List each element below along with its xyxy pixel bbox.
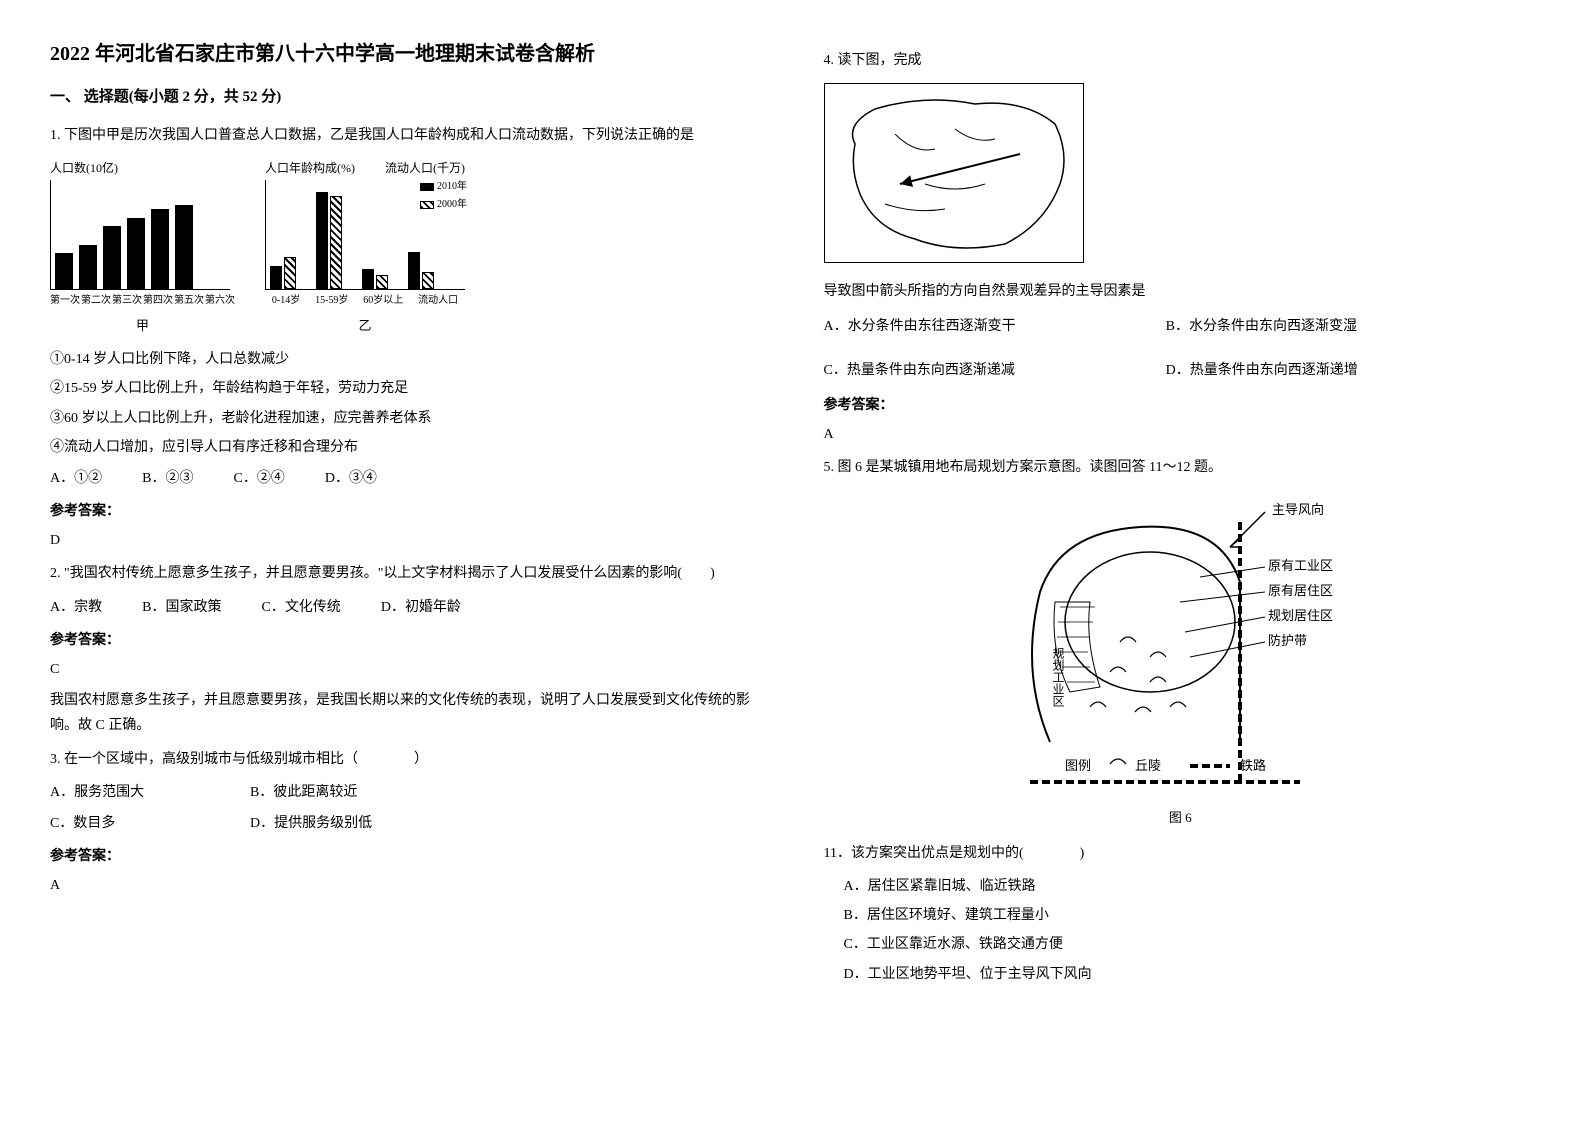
legend-swatch-b xyxy=(420,201,434,209)
chart-b-bars: 2010年 2000年 xyxy=(265,180,465,290)
chart-b-yleft-label: 人口年龄构成(%) xyxy=(265,158,355,180)
q1-stmt-4: ④流动人口增加，应引导人口有序迁移和合理分布 xyxy=(50,435,764,460)
q2-opt-a: A．宗教 xyxy=(50,595,102,620)
chart-b-group-3 xyxy=(408,252,434,289)
town-plan-icon: 主导风向 原有工业区 原有居住区 规划居住区 防护带 规划工业区 图例 丘陵 铁… xyxy=(1000,492,1360,792)
q1-opt-a: A．①② xyxy=(50,466,102,491)
chart-a-bar-5 xyxy=(175,205,193,289)
q4-options-right: B．水分条件由东向西逐渐变湿 D．热量条件由东向西逐渐递增 xyxy=(1166,314,1358,382)
q3-opt-b: B．彼此距离较近 xyxy=(250,780,357,805)
section-heading: 一、 选择题(每小题 2 分，共 52 分) xyxy=(50,84,764,111)
q4-opt-a: A．水分条件由东往西逐渐变干 xyxy=(824,314,1016,339)
chart-b-x-labels: 0-14岁15-59岁60岁以上流动人口 xyxy=(265,292,465,310)
q3-answer-label: 参考答案： xyxy=(50,844,764,869)
chart-b-caption: 乙 xyxy=(265,314,465,337)
q1-chart-b: 人口年龄构成(%) 流动人口(千万) 2010年 2000年 0-14岁15-5… xyxy=(265,158,465,337)
q5-opt-c: C．工业区靠近水源、铁路交通方便 xyxy=(824,932,1538,957)
legend-row-2000: 2000年 xyxy=(420,196,467,214)
chart-b-yright-label: 流动人口(千万) xyxy=(385,158,465,180)
q3-answer: A xyxy=(50,873,764,898)
q4-options-left: A．水分条件由东往西逐渐变干 C．热量条件由东向西逐渐递减 xyxy=(824,314,1016,382)
q4-opt-d: D．热量条件由东向西逐渐递增 xyxy=(1166,358,1358,383)
legend-row-2010: 2010年 xyxy=(420,178,467,196)
q2-options: A．宗教 B．国家政策 C．文化传统 D．初婚年龄 xyxy=(50,595,764,620)
q5-options: A．居住区紧靠旧城、临近铁路 B．居住区环境好、建筑工程量小 C．工业区靠近水源… xyxy=(824,874,1538,987)
q4-options: A．水分条件由东往西逐渐变干 C．热量条件由东向西逐渐递减 B．水分条件由东向西… xyxy=(824,314,1538,382)
q1-stem: 1. 下图中甲是历次我国人口普查总人口数据，乙是我国人口年龄构成和人口流动数据，… xyxy=(50,123,764,148)
chart-b-group-0 xyxy=(270,257,296,288)
q2-opt-b: B．国家政策 xyxy=(142,595,221,620)
q5-opt-b: B．居住区环境好、建筑工程量小 xyxy=(824,903,1538,928)
q2-stem: 2. "我国农村传统上愿意多生孩子，并且愿意要男孩。"以上文字材料揭示了人口发展… xyxy=(50,561,764,586)
q1-stmt-1: ①0-14 岁人口比例下降，人口总数减少 xyxy=(50,347,764,372)
q4-map xyxy=(824,83,1084,263)
q1-opt-c: C．②④ xyxy=(233,466,284,491)
q1-stmt-3: ③60 岁以上人口比例上升，老龄化进程加速，应完善养老体系 xyxy=(50,406,764,431)
chart-a-bar-1 xyxy=(79,245,97,289)
q5-stem: 5. 图 6 是某城镇用地布局规划方案示意图。读图回答 11～12 题。 xyxy=(824,455,1538,480)
legend-swatch-a xyxy=(420,183,434,191)
q2-opt-d: D．初婚年龄 xyxy=(381,595,461,620)
q1-opt-d: D．③④ xyxy=(325,466,377,491)
industry-plan-label: 规划工业区 xyxy=(1051,646,1065,707)
q1-options: A．①② B．②③ C．②④ D．③④ xyxy=(50,466,764,491)
legend-label: 图例 xyxy=(1065,758,1091,773)
q1-answer: D xyxy=(50,528,764,553)
chart-a-caption: 甲 xyxy=(50,314,235,337)
exam-title: 2022 年河北省石家庄市第八十六中学高一地理期末试卷含解析 xyxy=(50,40,764,68)
res-old-label: 原有居住区 xyxy=(1268,583,1333,598)
chart-a-bar-3 xyxy=(127,218,145,289)
q2-answer-label: 参考答案： xyxy=(50,628,764,653)
industry-old-label: 原有工业区 xyxy=(1268,558,1333,573)
q2-answer: C xyxy=(50,657,764,682)
q3-opt-d: D．提供服务级别低 xyxy=(250,811,372,836)
wind-label: 主导风向 xyxy=(1272,502,1324,517)
q5-diagram: 主导风向 原有工业区 原有居住区 规划居住区 防护带 规划工业区 图例 丘陵 铁… xyxy=(1000,492,1360,829)
q1-answer-label: 参考答案： xyxy=(50,499,764,524)
q4-answer-label: 参考答案： xyxy=(824,393,1538,418)
q5-opt-d: D．工业区地势平坦、位于主导风下风向 xyxy=(824,962,1538,987)
q1-chart-a: 人口数(10亿) 第一次第二次第三次第四次第五次第六次 甲 xyxy=(50,158,235,337)
q2-opt-c: C．文化传统 xyxy=(261,595,340,620)
res-plan-label: 规划居住区 xyxy=(1268,608,1333,623)
q4-stem: 4. 读下图，完成 xyxy=(824,48,1538,73)
q3-opt-a: A．服务范围大 xyxy=(50,780,210,805)
q3-stem: 3. 在一个区域中，高级别城市与低级别城市相比（ ） xyxy=(50,747,764,772)
chart-a-bar-0 xyxy=(55,253,73,289)
right-column: 4. 读下图，完成 导致图中箭头所指的方向自然景观差异的主导因素是 A．水分条件… xyxy=(824,40,1538,1082)
q4-opt-b: B．水分条件由东向西逐渐变湿 xyxy=(1166,314,1358,339)
q1-stmt-2: ②15-59 岁人口比例上升，年龄结构趋于年轻，劳动力充足 xyxy=(50,376,764,401)
q3-options: A．服务范围大 B．彼此距离较近 C．数目多 D．提供服务级别低 xyxy=(50,780,450,836)
q1-figures: 人口数(10亿) 第一次第二次第三次第四次第五次第六次 甲 人口年龄构成(%) … xyxy=(50,158,764,337)
q3-opt-c: C．数目多 xyxy=(50,811,210,836)
china-outline-icon xyxy=(825,84,1085,264)
buffer-label: 防护带 xyxy=(1268,633,1307,648)
q4-substem: 导致图中箭头所指的方向自然景观差异的主导因素是 xyxy=(824,279,1538,304)
hill-label: 丘陵 xyxy=(1135,758,1161,773)
chart-b-group-2 xyxy=(362,269,388,289)
q5-substem: 11．该方案突出优点是规划中的( ) xyxy=(824,841,1538,866)
rail-label: 铁路 xyxy=(1240,758,1266,773)
q4-answer: A xyxy=(824,422,1538,447)
chart-a-x-labels: 第一次第二次第三次第四次第五次第六次 xyxy=(50,292,235,310)
q4-opt-c: C．热量条件由东向西逐渐递减 xyxy=(824,358,1016,383)
q5-opt-a: A．居住区紧靠旧城、临近铁路 xyxy=(824,874,1538,899)
left-column: 2022 年河北省石家庄市第八十六中学高一地理期末试卷含解析 一、 选择题(每小… xyxy=(50,40,764,1082)
chart-b-legend: 2010年 2000年 xyxy=(420,178,467,214)
chart-b-group-1 xyxy=(316,192,342,289)
chart-a-bar-2 xyxy=(103,226,121,289)
q1-opt-b: B．②③ xyxy=(142,466,193,491)
q2-explanation: 我国农村愿意多生孩子，并且愿意要男孩，是我国长期以来的文化传统的表现，说明了人口… xyxy=(50,688,764,738)
chart-a-bar-4 xyxy=(151,209,169,288)
chart-a-bars xyxy=(50,180,230,290)
q5-caption: 图 6 xyxy=(1000,806,1360,829)
chart-a-y-label: 人口数(10亿) xyxy=(50,158,235,180)
